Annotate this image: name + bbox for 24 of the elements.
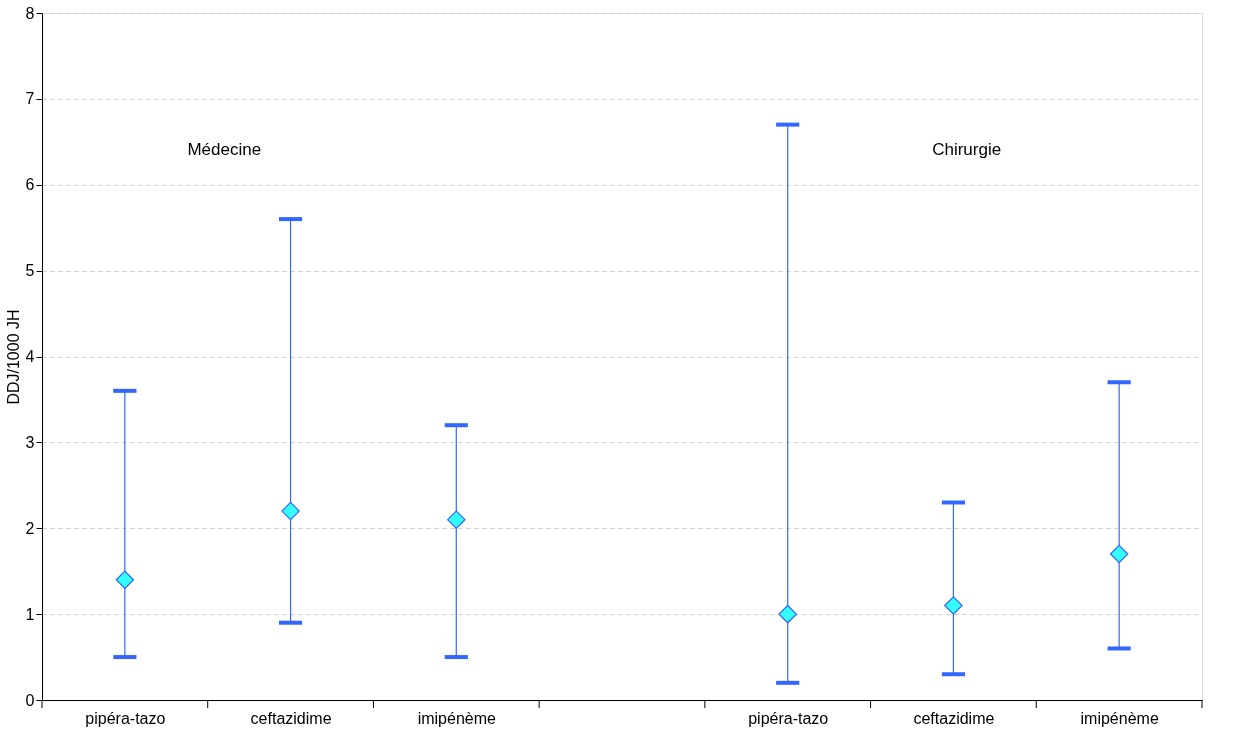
y-tick-label: 4 [25,348,35,365]
y-tick-label: 7 [25,90,35,108]
annotation: Chirurgie [932,140,1002,160]
point [281,501,300,521]
point [944,596,963,615]
x-tick-label: imipénème [417,709,497,727]
x-tick-label: ceftazidime [250,709,332,727]
x-tick-label: pipéra-tazo [85,709,166,727]
x-tick-label: pipéra-tazo [748,709,829,727]
x-tick-label: ceftazidime [913,709,995,727]
y-tick-label: 1 [25,605,35,623]
y-tick-label: 2 [25,519,35,537]
y-tick-label: 5 [25,262,35,280]
annotation: Médecine [187,140,262,160]
point [447,510,466,529]
y-tick-label: 6 [25,176,35,194]
y-tick-label: 0 [25,691,35,709]
x-tick-label: imipénème [1080,709,1159,727]
y-axis-title: DDJ/1000 JH [4,309,22,405]
y-tick-label: 8 [25,4,35,22]
point [115,570,135,590]
y-tick-label: 3 [25,433,35,451]
point [1109,544,1129,564]
point [778,604,797,624]
